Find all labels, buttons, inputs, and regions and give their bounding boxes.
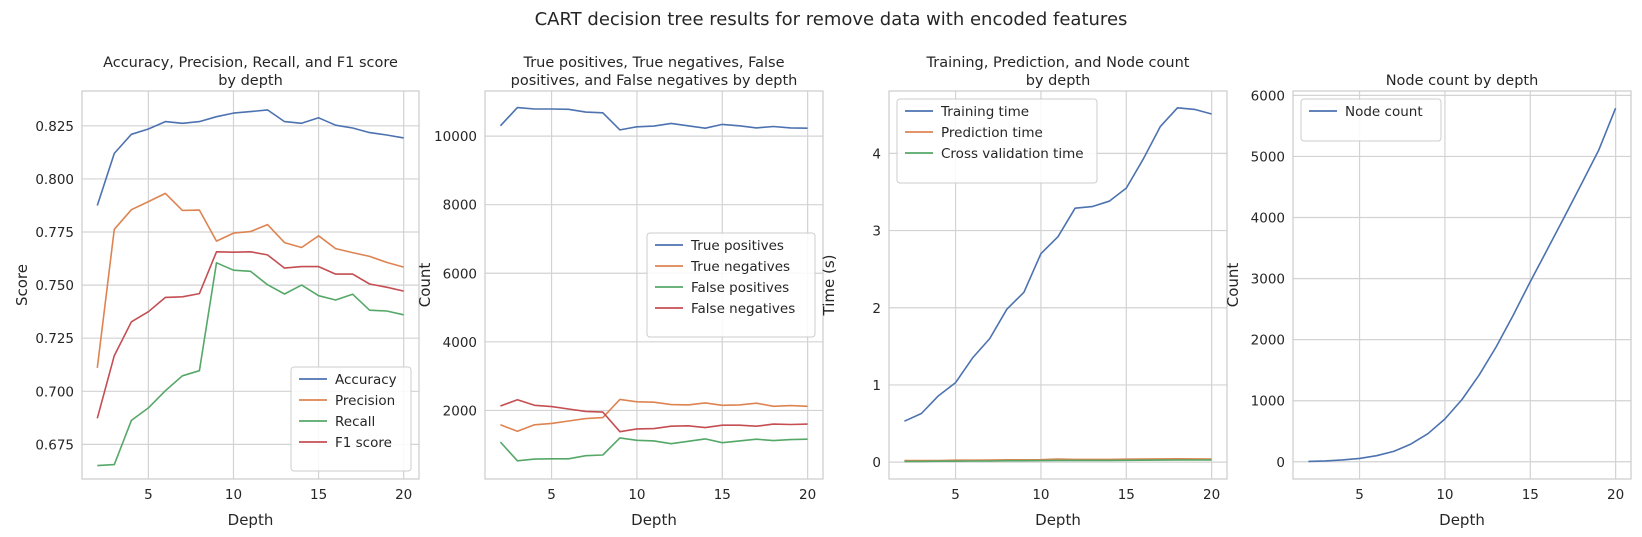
legend-label: Cross validation time [941, 146, 1084, 162]
y-tick-label: 3000 [1251, 272, 1285, 288]
legend-box [896, 98, 1098, 184]
y-tick-label: 10000 [434, 129, 477, 145]
y-tick-label: 0.750 [35, 278, 74, 294]
y-tick-label: 0.725 [35, 331, 74, 347]
series-line-precision [96, 192, 404, 368]
y-tick-label: 0.800 [35, 172, 74, 188]
x-tick-label: 10 [628, 487, 645, 503]
plot-frame [1292, 90, 1632, 480]
y-tick-label: 0.675 [35, 437, 74, 453]
y-tick-label: 0.775 [35, 225, 74, 241]
y-tick-label: 0 [1276, 455, 1285, 471]
legend: Training time Prediction time Cross valida… [896, 98, 1098, 184]
panel-3: 5 10 15 20 0 1 2 3 4 Training, Prediction, and No… [820, 55, 1228, 529]
y-tick-label: 4 [872, 146, 881, 162]
x-axis-label: Depth [1439, 511, 1485, 529]
x-tick-label: 10 [1436, 487, 1453, 503]
series-line-false-negatives [500, 398, 808, 433]
x-tick-label: 5 [951, 487, 960, 503]
legend-label: Precision [335, 393, 395, 409]
series-line-recall [97, 261, 404, 467]
x-tick-label: 20 [395, 487, 412, 503]
x-tick-label: 20 [799, 487, 816, 503]
panel-4: 5 10 15 20 0 1000 2000 3000 4000 5000 6000 Node cou… [1224, 73, 1632, 529]
panel-2: 5 10 15 20 2000 4000 6000 8000 10000 True positiv… [416, 55, 824, 529]
legend-label: F1 score [335, 435, 392, 451]
figure-suptitle: CART decision tree results for remove da… [535, 9, 1128, 30]
plot-frame [484, 90, 824, 480]
legend-label: True positives [690, 238, 784, 254]
legend: True positives True negatives False positi… [646, 232, 816, 338]
y-axis-label: Count [416, 263, 434, 308]
x-tick-label: 15 [1522, 487, 1539, 503]
y-tick-label: 1000 [1251, 394, 1285, 410]
legend: Node count [1300, 98, 1442, 142]
panel-title: Node count by depth [1386, 73, 1539, 89]
legend-box [646, 232, 816, 338]
panel-title: by depth [218, 73, 283, 89]
x-tick-label: 15 [310, 487, 327, 503]
x-tick-label: 15 [714, 487, 731, 503]
panel-title: positives, and False negatives by depth [511, 73, 798, 89]
panel-title: True positives, True negatives, False [522, 55, 784, 71]
legend-label: Accuracy [335, 372, 397, 388]
y-axis-label: Count [1224, 263, 1242, 308]
y-tick-label: 1 [872, 378, 881, 394]
legend-label: True negatives [690, 259, 790, 275]
y-tick-label: 6000 [1251, 88, 1285, 104]
y-axis-label: Score [13, 264, 31, 306]
panel-title: Training, Prediction, and Node count [926, 55, 1190, 71]
x-axis-label: Depth [228, 511, 274, 529]
legend-label: False negatives [691, 301, 795, 317]
x-tick-label: 5 [547, 487, 556, 503]
y-tick-label: 2000 [443, 403, 477, 419]
series-line-true-positives [499, 106, 808, 131]
y-tick-label: 0.825 [35, 119, 74, 135]
legend-label: Node count [1345, 104, 1423, 120]
legend-label: False positives [691, 280, 789, 296]
y-tick-label: 2 [872, 301, 881, 317]
y-tick-label: 5000 [1251, 149, 1285, 165]
y-tick-label: 6000 [443, 266, 477, 282]
series-line-true-negatives [500, 398, 808, 433]
x-axis-label: Depth [1035, 511, 1081, 529]
series-line-node-count [1308, 107, 1617, 463]
legend-label: Prediction time [941, 125, 1043, 141]
plot-frame [888, 90, 1228, 480]
y-tick-label: 0 [872, 455, 881, 471]
legend-label: Training time [940, 104, 1029, 120]
legend-label: Recall [335, 414, 375, 430]
series-line-accuracy [96, 109, 404, 206]
y-tick-label: 8000 [443, 198, 477, 214]
panel-title: Accuracy, Precision, Recall, and F1 scor… [103, 55, 398, 71]
y-tick-label: 4000 [443, 335, 477, 351]
y-axis-label: Time (s) [820, 255, 838, 317]
y-tick-label: 2000 [1251, 333, 1285, 349]
x-tick-label: 5 [144, 487, 153, 503]
x-axis-label: Depth [631, 511, 677, 529]
x-tick-label: 15 [1118, 487, 1135, 503]
x-tick-label: 5 [1355, 487, 1364, 503]
series-line-prediction-time [904, 457, 1212, 462]
x-tick-label: 10 [225, 487, 242, 503]
legend-box [1300, 98, 1442, 142]
legend: Accuracy Precision Recall F1 score [290, 366, 412, 472]
plot-frame [81, 90, 420, 480]
series-line-f1-score [96, 251, 404, 419]
panel-title: by depth [1026, 73, 1091, 89]
series-line-training-time [904, 107, 1212, 422]
y-tick-label: 0.700 [35, 384, 74, 400]
series-line-cross-validation-time [904, 459, 1212, 463]
x-tick-label: 10 [1032, 487, 1049, 503]
x-tick-label: 20 [1607, 487, 1624, 503]
x-tick-label: 20 [1203, 487, 1220, 503]
y-tick-label: 4000 [1251, 211, 1285, 227]
series-line-false-positives [499, 437, 808, 462]
y-tick-label: 3 [872, 224, 881, 240]
panel-1: 5 10 15 20 0.675 0.700 0.725 0.750 0.775 0.800 0.8… [13, 55, 420, 529]
legend-box [290, 366, 412, 472]
